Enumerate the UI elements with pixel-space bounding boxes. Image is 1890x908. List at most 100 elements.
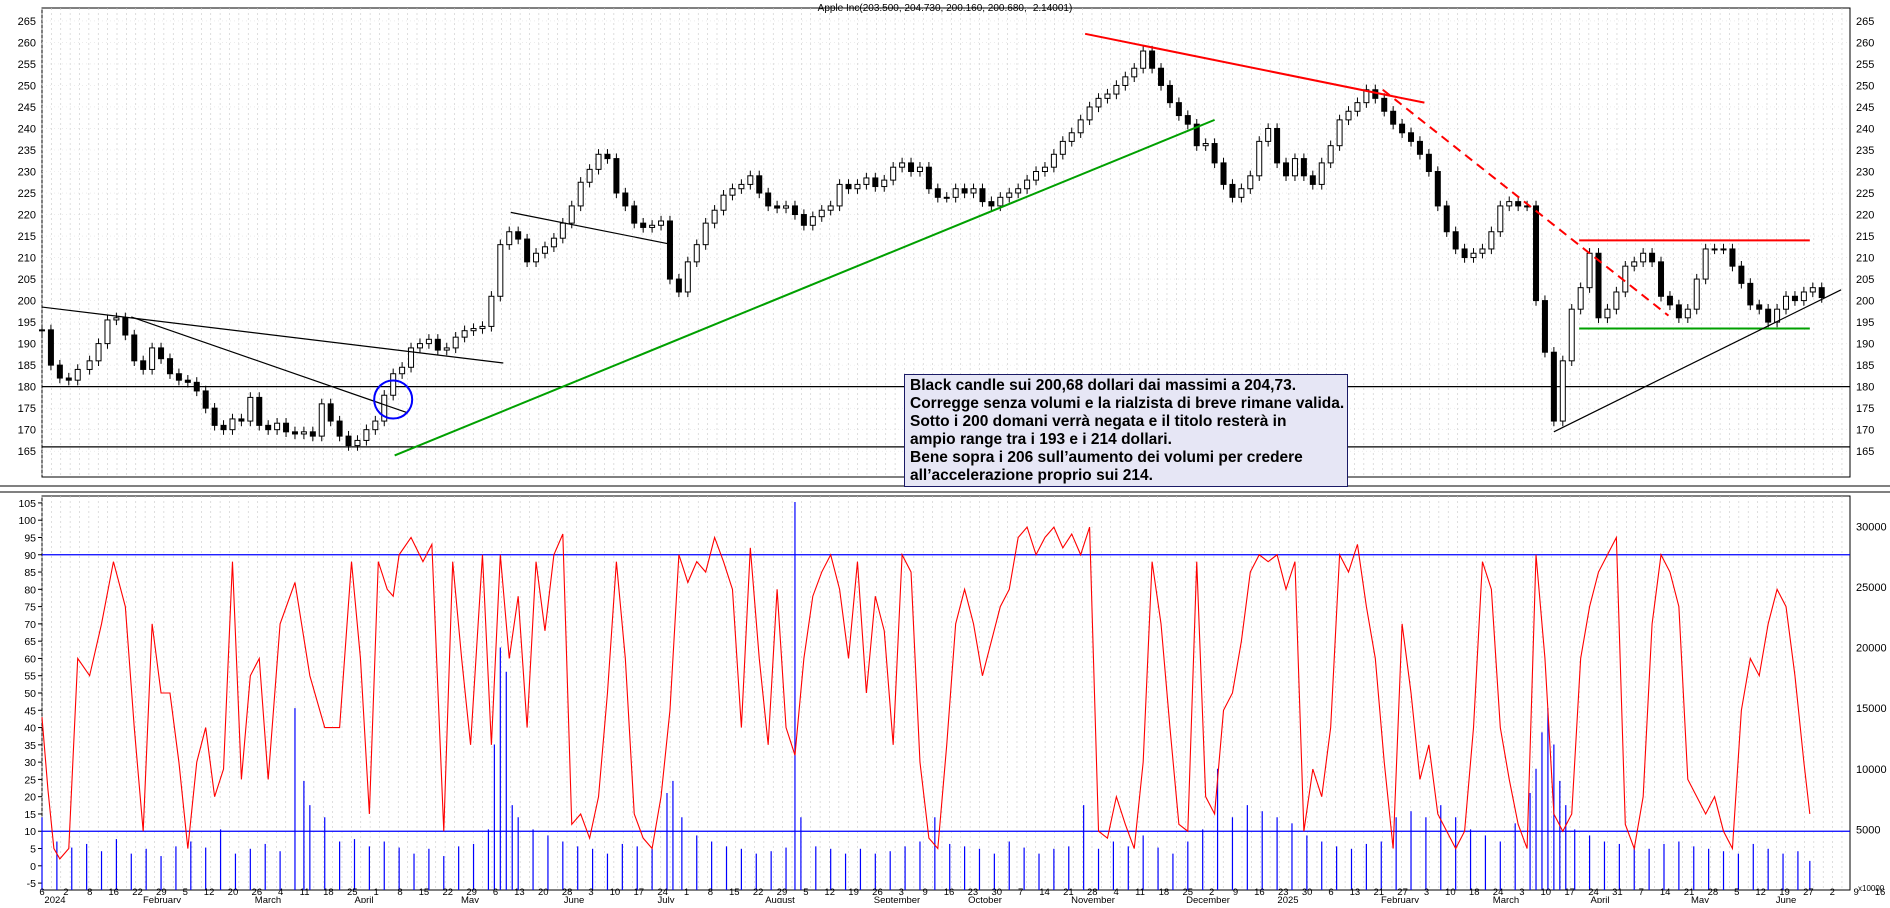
candle-body <box>1309 175 1316 185</box>
candle-body <box>1336 119 1343 147</box>
candle-body <box>756 175 763 194</box>
x-month-label: 2024 <box>44 895 65 903</box>
candle-body <box>291 431 298 435</box>
candle-body <box>1050 153 1057 168</box>
candle-body <box>1095 97 1102 108</box>
x-day-tick: 14 <box>1660 887 1671 898</box>
candle-body <box>1086 106 1093 121</box>
candle-body <box>175 373 182 381</box>
candle-body <box>1506 201 1513 207</box>
candle-body <box>470 328 477 332</box>
price-tick-label-right: 225 <box>1856 188 1874 200</box>
x-month-label: August <box>765 895 795 903</box>
candle-body <box>1684 308 1691 319</box>
price-tick-label-left: 210 <box>18 253 36 265</box>
candle-body <box>149 347 156 370</box>
candle-body <box>300 431 307 435</box>
trendline <box>394 118 1215 457</box>
candle-body <box>1184 115 1191 125</box>
candle-body <box>604 153 611 160</box>
oscillator-line <box>41 526 1811 860</box>
candle-body <box>899 162 906 168</box>
osc-tick-label: 55 <box>24 671 36 683</box>
candle-body <box>729 188 736 196</box>
price-tick-label-right: 235 <box>1856 145 1874 157</box>
candle-body <box>408 347 415 368</box>
candle-body <box>684 261 691 293</box>
x-day-tick: 2 <box>63 887 68 898</box>
x-day-tick: 17 <box>633 887 644 898</box>
candle-body <box>1229 183 1236 198</box>
x-day-tick: 9 <box>1853 887 1858 898</box>
x-day-tick: 26 <box>872 887 883 898</box>
osc-tick-label: 20 <box>24 792 36 804</box>
candle-body <box>666 220 673 280</box>
candle-body <box>702 222 709 246</box>
candle-body <box>131 334 138 362</box>
candle-body <box>497 244 504 297</box>
x-month-label: February <box>1381 895 1419 903</box>
candle-body <box>1033 171 1040 181</box>
price-tick-label-left: 260 <box>18 37 36 49</box>
candle-body <box>783 205 790 209</box>
candle-body <box>1568 308 1575 362</box>
x-month-label: October <box>968 895 1002 903</box>
x-day-tick: 6 <box>1328 887 1333 898</box>
price-tick-label-right: 185 <box>1856 360 1874 372</box>
osc-tick-label: 85 <box>24 567 36 579</box>
candle-body <box>220 424 227 431</box>
candle-body <box>1238 188 1245 198</box>
candle-body <box>693 244 700 263</box>
x-day-tick: 2 <box>1209 887 1214 898</box>
candle-body <box>1649 252 1656 263</box>
candle-body <box>854 183 861 190</box>
price-tick-label-right: 220 <box>1856 210 1874 222</box>
candle-body <box>229 418 236 431</box>
osc-tick-label: 5 <box>30 844 36 856</box>
x-day-tick: 12 <box>1755 887 1766 898</box>
analysis-line-3: Sotto i 200 domani verrà negata e il tit… <box>910 413 1287 430</box>
candle-body <box>1666 295 1673 306</box>
x-day-tick: 20 <box>538 887 549 898</box>
x-month-label: April <box>1590 895 1609 903</box>
candle-body <box>568 205 575 224</box>
trendline <box>510 211 674 246</box>
candle-body <box>1006 192 1013 198</box>
osc-tick-label: 0 <box>30 861 36 873</box>
candle-body <box>818 209 825 218</box>
x-day-tick: 1 <box>684 887 689 898</box>
price-tick-label-left: 205 <box>18 274 36 286</box>
candle-body <box>318 403 325 437</box>
trendline <box>1553 289 1842 433</box>
candle-body <box>211 407 218 426</box>
x-month-label: September <box>874 895 920 903</box>
candle-body <box>1193 123 1200 147</box>
analysis-line-2: Corregge senza volumi e la rialzista di … <box>910 395 1345 412</box>
x-day-tick: 4 <box>278 887 283 898</box>
price-tick-label-left: 220 <box>18 210 36 222</box>
candle-body <box>327 403 334 422</box>
osc-tick-label: 100 <box>18 515 36 527</box>
candle-body <box>1158 67 1165 86</box>
candle-body <box>747 175 754 185</box>
price-tick-label-right: 175 <box>1856 403 1874 415</box>
osc-tick-label: 95 <box>24 532 36 544</box>
x-day-tick: 5 <box>183 887 188 898</box>
candle-body <box>1738 265 1745 284</box>
candle-body <box>113 317 120 321</box>
candle-body <box>202 390 209 409</box>
volume-tick-label: 10000 <box>1856 764 1887 776</box>
x-day-tick: 23 <box>968 887 979 898</box>
x-day-tick: 30 <box>1302 887 1313 898</box>
candle-body <box>997 196 1004 207</box>
x-month-label: July <box>658 895 675 903</box>
price-tick-label-right: 245 <box>1856 102 1874 114</box>
candle-body <box>39 329 45 332</box>
candle-body <box>461 330 468 338</box>
candle-body <box>1640 252 1647 263</box>
candle-body <box>1783 295 1790 310</box>
candle-body <box>193 381 200 392</box>
candle-body <box>979 188 986 203</box>
x-day-tick: 22 <box>753 887 764 898</box>
candle-body <box>184 379 191 383</box>
